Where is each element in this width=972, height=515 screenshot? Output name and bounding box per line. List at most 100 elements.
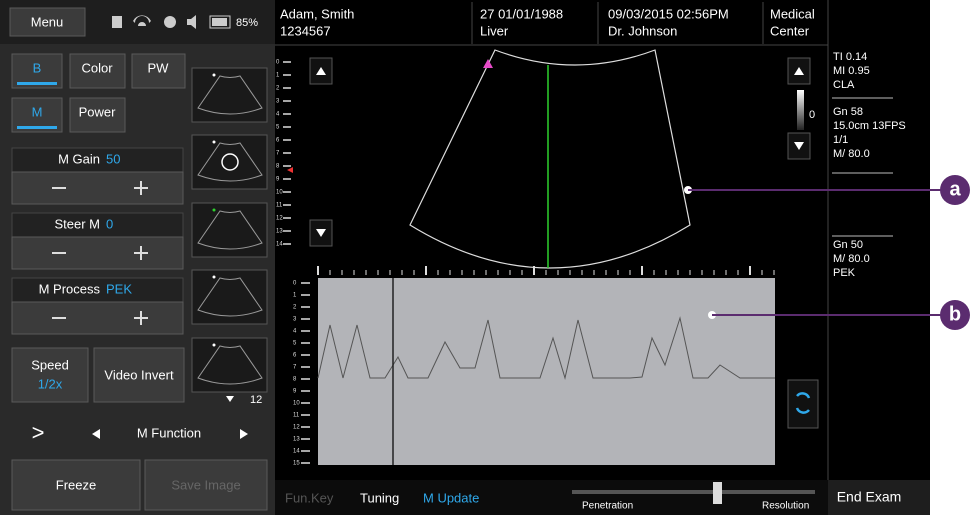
mmode-depth-label: 7 (293, 365, 297, 371)
info-text: 15.0cm 13FPS (833, 120, 906, 132)
control-adjust[interactable] (11, 171, 184, 205)
arrow-icon (316, 229, 326, 237)
fun-key[interactable]: Fun.Key (285, 490, 334, 505)
arrow-icon (316, 67, 326, 75)
mode-button[interactable] (69, 53, 126, 89)
callout-badge (940, 175, 970, 205)
speed-value: 1/2x (38, 376, 63, 391)
depth-label: 6 (276, 138, 280, 144)
freeze-label: Freeze (56, 477, 96, 492)
info-text: M/ 80.0 (833, 253, 870, 265)
function-label: M Function (137, 425, 201, 440)
depth-label: 9 (276, 177, 280, 183)
refresh-button[interactable] (787, 379, 819, 429)
arrow-icon (794, 142, 804, 150)
mmode-depth-label: 12 (293, 425, 300, 431)
save-image-label: Save Image (171, 477, 240, 492)
thumbnail-sector (197, 75, 263, 115)
slider-knob[interactable] (713, 482, 722, 504)
next-button[interactable]: > (32, 420, 45, 445)
depth-label: 3 (276, 99, 280, 105)
plus-icon (134, 246, 148, 260)
control-value: 50 (106, 151, 120, 166)
mode-label: PW (148, 60, 170, 75)
callout-letter: a (949, 178, 961, 200)
menu-button[interactable] (9, 7, 86, 37)
depth-label: 10 (276, 190, 283, 196)
control-label: Steer M (54, 216, 100, 231)
depth-label: 1 (276, 73, 280, 79)
depth-label: 12 (276, 216, 283, 222)
video-invert-button[interactable] (93, 347, 185, 403)
mode-label: Power (79, 104, 117, 119)
depth-label: 2 (276, 86, 280, 92)
control-value: 0 (106, 216, 113, 231)
mmode-depth-label: 0 (293, 281, 297, 287)
plus-icon (134, 311, 148, 325)
callout-letter: b (949, 303, 961, 325)
mmode-depth-label: 6 (293, 353, 297, 359)
facility: Center (770, 23, 810, 38)
control-label: M Gain (58, 151, 100, 166)
control-adjust[interactable] (11, 301, 184, 335)
control-adjust[interactable] (11, 236, 184, 270)
mode-button[interactable] (131, 53, 186, 89)
m-mode-trace (317, 316, 775, 380)
thumbnail-marker (212, 208, 216, 212)
end-exam-label: End Exam (837, 489, 902, 505)
speed-button[interactable] (11, 347, 89, 403)
thumbnail[interactable] (191, 134, 268, 190)
tuning[interactable]: Tuning (360, 490, 399, 505)
m-mode-display (318, 278, 775, 465)
patient-name: Adam, Smith (280, 6, 354, 21)
m-update[interactable]: M Update (423, 490, 479, 505)
speed-label: Speed (31, 357, 69, 372)
mmode-depth-label: 1 (293, 293, 297, 299)
thumbnail-sector (197, 210, 263, 250)
callout-badge (940, 300, 970, 330)
thumb-scroll[interactable] (226, 396, 234, 402)
sector-outline (409, 49, 691, 269)
info-text: Gn 58 (833, 106, 863, 118)
mode-button[interactable] (69, 97, 126, 133)
mmode-depth-label: 3 (293, 317, 297, 323)
refresh-icon (795, 392, 811, 414)
info-text: MI 0.95 (833, 65, 870, 77)
session-datetime: 09/03/2015 02:56PM (608, 6, 729, 21)
plus-icon (134, 181, 148, 195)
mode-label: Color (81, 60, 113, 75)
control-header (11, 277, 184, 303)
orientation-marker (483, 59, 493, 68)
mode-label: B (33, 60, 42, 75)
battery-level: 85% (236, 17, 258, 29)
mode-label: M (32, 104, 43, 119)
thumbnail-sector (197, 345, 263, 385)
thumbnail-sector (197, 142, 263, 182)
info-text: M/ 80.0 (833, 148, 870, 160)
thumbnail-marker (212, 140, 216, 144)
mmode-depth-label: 10 (293, 401, 300, 407)
grayscale-zero: 0 (809, 109, 815, 121)
mmode-depth-label: 15 (293, 461, 300, 467)
freeze-button[interactable] (11, 459, 141, 511)
slider-track (572, 490, 815, 494)
grayscale-bar (797, 90, 804, 130)
exam-type: Liver (480, 23, 509, 38)
mmode-depth-label: 5 (293, 341, 297, 347)
penetration-label: Penetration (582, 501, 633, 512)
bottom-bar (275, 480, 828, 515)
depth-label: 8 (276, 164, 280, 170)
control-header (11, 212, 184, 238)
end-exam-button[interactable] (828, 480, 930, 515)
control-value: PEK (106, 281, 132, 296)
mmode-depth-label: 14 (293, 449, 300, 455)
thumbnail-marker (212, 275, 216, 279)
info-text: TI 0.14 (833, 51, 867, 63)
status-icons (112, 15, 231, 29)
mmode-depth-label: 2 (293, 305, 297, 311)
control-header (11, 147, 184, 173)
save-image-button[interactable] (144, 459, 268, 511)
depth-label: 5 (276, 125, 280, 131)
margin (930, 0, 972, 515)
